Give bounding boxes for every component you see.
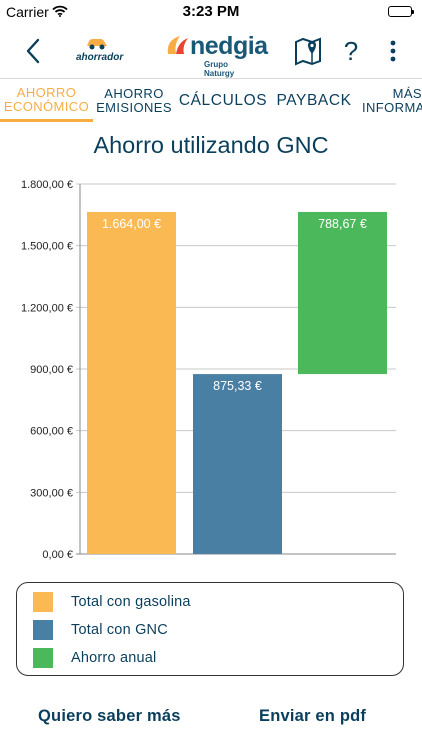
y-tick-label: 1.500,00 €: [21, 241, 73, 253]
bar-chart: 0,00 € 300,00 € 600,00 € 900,00 € 1.200,00 €…: [0, 170, 422, 570]
tab-label-line: ECONÓMICO: [3, 98, 90, 114]
app-logo: ahorrador: [74, 32, 124, 72]
car-icon: [87, 39, 107, 50]
bar-value-label: 1.664,00 €: [102, 217, 161, 231]
bar: [193, 374, 282, 554]
legend-item-gasolina: Total con gasolina: [33, 591, 191, 613]
legend-label: Total con GNC: [71, 622, 168, 638]
tab-payback[interactable]: PAYBACK: [276, 80, 352, 122]
y-tick-label: 0,00 €: [42, 549, 73, 561]
y-tick-label: 300,00 €: [30, 487, 73, 499]
y-tick-label: 900,00 €: [30, 364, 73, 376]
carrier-label: Carrier: [6, 4, 49, 20]
tab-mas-informacion[interactable]: MÁS INFORMAC: [362, 80, 422, 122]
legend-label: Ahorro anual: [71, 650, 157, 666]
tab-ahorro-economico[interactable]: AHORRO ECONÓMICO: [0, 80, 93, 122]
legend-item-gnc: Total con GNC: [33, 619, 168, 641]
tab-ahorro-emisiones[interactable]: AHORRO EMISIONES: [96, 80, 172, 122]
more-vertical-icon: [390, 40, 396, 62]
brand-mark-icon: [167, 36, 188, 54]
tab-label-line: MÁS: [392, 86, 422, 101]
legend-swatch: [33, 592, 53, 612]
battery-icon: [388, 6, 414, 17]
tab-bar: AHORRO ECONÓMICO AHORRO EMISIONES CÁLCUL…: [0, 80, 422, 122]
help-button[interactable]: ?: [343, 36, 359, 66]
y-tick-label: 600,00 €: [30, 426, 73, 438]
legend-swatch: [33, 648, 53, 668]
tab-label-line: PAYBACK: [276, 92, 352, 109]
wifi-icon: [52, 4, 68, 20]
tab-label-line: CÁLCULOS: [178, 92, 268, 109]
chart-title: Ahorro utilizando GNC: [93, 132, 329, 158]
y-tick-label: 1.200,00 €: [21, 302, 73, 314]
bar: [87, 211, 176, 554]
legend-label: Total con gasolina: [71, 594, 191, 610]
legend-item-ahorro: Ahorro anual: [33, 647, 156, 669]
brand-logo: nedgia Grupo Naturgy: [164, 28, 268, 78]
bar: [298, 211, 387, 375]
y-tick-label: 1.800,00 €: [21, 179, 73, 191]
more-options-button[interactable]: [388, 38, 398, 66]
brand-subtitle: Grupo Naturgy: [204, 60, 235, 78]
more-info-link[interactable]: Quiero saber más: [38, 707, 181, 725]
status-bar: Carrier 3:23 PM: [0, 0, 422, 24]
tab-label-line: AHORRO: [16, 84, 77, 100]
back-button[interactable]: [22, 36, 46, 66]
tab-label-line: EMISIONES: [96, 100, 172, 115]
tab-label-line: AHORRO: [104, 86, 164, 101]
brand-name: nedgia: [190, 32, 268, 60]
tab-label-line: INFORMAC: [362, 100, 422, 115]
chart-legend: Total con gasolina Total con GNC Ahorro …: [16, 582, 404, 676]
chevron-left-icon: [26, 38, 40, 64]
send-pdf-link[interactable]: Enviar en pdf: [259, 707, 367, 725]
bar-value-label: 788,67 €: [318, 217, 367, 231]
legend-swatch: [33, 620, 53, 640]
tab-calculos[interactable]: CÁLCULOS: [178, 80, 268, 122]
app-logo-text: ahorrador: [76, 52, 124, 63]
navigation-bar: ahorrador nedgia Grupo Naturgy ?: [0, 24, 422, 79]
map-button[interactable]: [294, 36, 322, 66]
clock: 3:23 PM: [182, 3, 240, 20]
bar-value-label: 875,33 €: [213, 379, 262, 393]
map-pin-icon: [295, 37, 321, 66]
bar-chart-svg: 0,00 € 300,00 € 600,00 € 900,00 € 1.200,00 €…: [21, 179, 396, 561]
